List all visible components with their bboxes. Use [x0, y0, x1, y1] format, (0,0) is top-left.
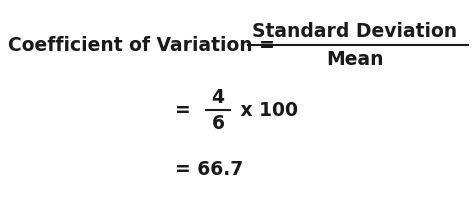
Text: x 100: x 100 — [234, 101, 298, 120]
Text: Mean: Mean — [326, 50, 384, 69]
Text: 6: 6 — [211, 114, 225, 133]
Text: = 66.7: = 66.7 — [175, 160, 243, 179]
Text: 4: 4 — [211, 88, 225, 107]
Text: Standard Deviation: Standard Deviation — [253, 22, 457, 41]
Text: Coefficient of Variation =: Coefficient of Variation = — [8, 36, 282, 55]
Text: =: = — [175, 101, 191, 120]
